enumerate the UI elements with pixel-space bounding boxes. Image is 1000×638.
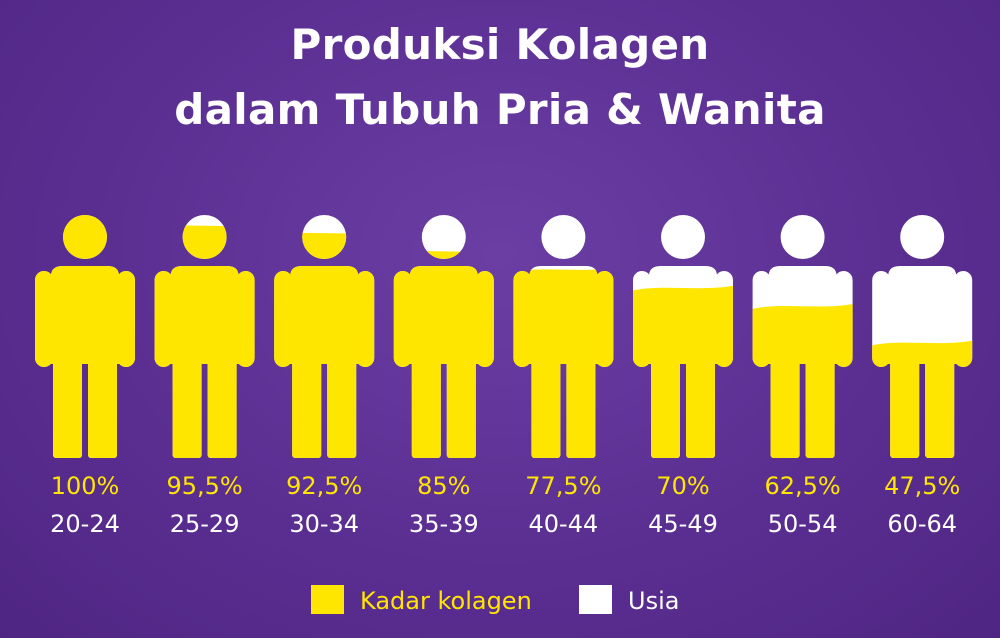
age-label: 50-54 <box>768 510 838 538</box>
age-label: 20-24 <box>50 510 120 538</box>
value-label: 62,5% <box>764 472 840 500</box>
person-collagen-fill <box>752 301 853 458</box>
value-label: 77,5% <box>525 472 601 500</box>
person-figure <box>393 215 494 458</box>
figures-group <box>35 215 973 458</box>
legend-label-collagen: Kadar kolagen <box>360 587 532 615</box>
person-collagen-fill <box>633 283 733 458</box>
age-label: 30-34 <box>289 510 359 538</box>
value-label: 92,5% <box>286 472 362 500</box>
value-label: 100% <box>51 472 120 500</box>
chart-title-line-1: Produksi Kolagen <box>290 20 710 69</box>
person-collagen-fill <box>154 221 255 458</box>
value-label: 85% <box>417 472 470 500</box>
legend-swatch-age <box>579 585 612 614</box>
legend-swatch-collagen <box>311 585 344 614</box>
value-label: 95,5% <box>166 472 242 500</box>
legend: Kadar kolagen Usia <box>311 585 679 615</box>
age-label: 35-39 <box>409 510 479 538</box>
person-figure <box>633 215 733 458</box>
person-collagen-fill <box>35 215 135 458</box>
person-figure <box>513 215 614 458</box>
person-collagen-fill <box>513 265 614 458</box>
age-label: 25-29 <box>170 510 240 538</box>
value-label: 70% <box>656 472 709 500</box>
person-collagen-fill <box>872 338 973 458</box>
person-figure <box>154 215 255 458</box>
person-figure <box>35 215 135 458</box>
person-empty-area <box>872 215 973 458</box>
person-figure <box>274 215 375 458</box>
age-label: 40-44 <box>529 510 599 538</box>
person-figure <box>872 215 973 458</box>
age-label: 60-64 <box>887 510 957 538</box>
labels-group: 100% 20-24 95,5% 25-29 92,5% 30-34 85% 35-39 77,… <box>50 472 960 538</box>
person-collagen-fill <box>274 228 375 458</box>
person-figure <box>752 215 853 458</box>
value-label: 47,5% <box>884 472 960 500</box>
legend-label-age: Usia <box>628 587 679 615</box>
age-label: 45-49 <box>648 510 718 538</box>
chart-title-line-2: dalam Tubuh Pria & Wanita <box>174 85 826 134</box>
person-collagen-fill <box>393 247 494 458</box>
